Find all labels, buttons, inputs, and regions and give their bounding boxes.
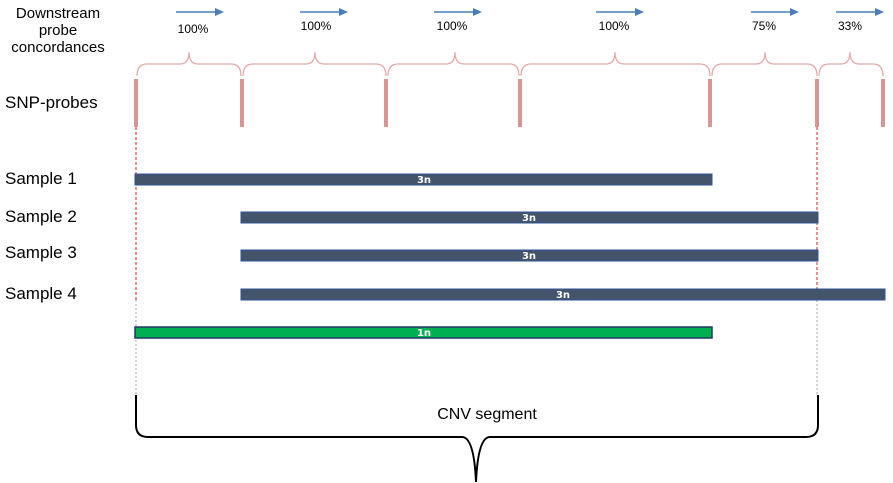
- sample-4-bar: [240, 288, 886, 301]
- sample-bars: 3n 3n 3n 3n: [134, 173, 886, 301]
- concordance-value: 33%: [838, 19, 862, 33]
- segment-bar-group: 1n: [134, 326, 713, 339]
- segment-copy-number: 1n: [417, 328, 431, 339]
- concordance-title: Downstream probe concordances: [11, 5, 105, 56]
- sample-3-bar: [240, 249, 819, 262]
- snp-probe: [708, 79, 712, 127]
- sample-2-label: Sample 2: [5, 207, 77, 226]
- sample-2-bar: [240, 211, 819, 224]
- concordance-value: 100%: [178, 22, 209, 36]
- snp-probe: [815, 79, 819, 127]
- arrow-icon: [836, 8, 884, 16]
- arrow-icon: [596, 8, 644, 16]
- snp-probe: [240, 79, 244, 127]
- interval-brace: [136, 51, 242, 77]
- sample-3-label: Sample 3: [5, 243, 77, 262]
- arrow-icon: [176, 8, 224, 16]
- sample-3-copy-number: 3n: [522, 251, 536, 262]
- interval-brace: [242, 51, 387, 77]
- concordance-values: 100% 100% 100% 100% 75% 33%: [178, 19, 863, 36]
- snp-probes-label: SNP-probes: [5, 93, 98, 112]
- concordance-value: 100%: [437, 19, 468, 33]
- interval-brace: [711, 51, 818, 77]
- snp-probe-markers: [134, 79, 885, 127]
- sample-1-label: Sample 1: [5, 169, 77, 188]
- sample-1-bar: [134, 173, 713, 186]
- sample-4-copy-number: 3n: [556, 290, 570, 301]
- sample-1-copy-number: 3n: [417, 175, 431, 186]
- cnv-segment-label: CNV segment: [437, 406, 537, 423]
- arrow-icon: [751, 8, 799, 16]
- segment-bar: [134, 326, 713, 339]
- direction-arrows: [176, 8, 884, 16]
- arrow-icon: [434, 8, 482, 16]
- interval-brace: [818, 51, 884, 77]
- concordance-value: 75%: [752, 19, 776, 33]
- sample-2-copy-number: 3n: [522, 213, 536, 224]
- concordance-value: 100%: [301, 19, 332, 33]
- interval-brace: [387, 51, 520, 77]
- interval-brace: [520, 51, 711, 77]
- snp-probe: [134, 79, 138, 127]
- snp-probe: [881, 79, 885, 127]
- arrow-icon: [300, 8, 348, 16]
- snp-probe: [384, 79, 388, 127]
- cnv-segment-brace: [135, 395, 819, 483]
- interval-braces: [136, 51, 884, 77]
- sample-4-label: Sample 4: [5, 284, 77, 303]
- snp-probe: [518, 79, 522, 127]
- concordance-value: 100%: [599, 19, 630, 33]
